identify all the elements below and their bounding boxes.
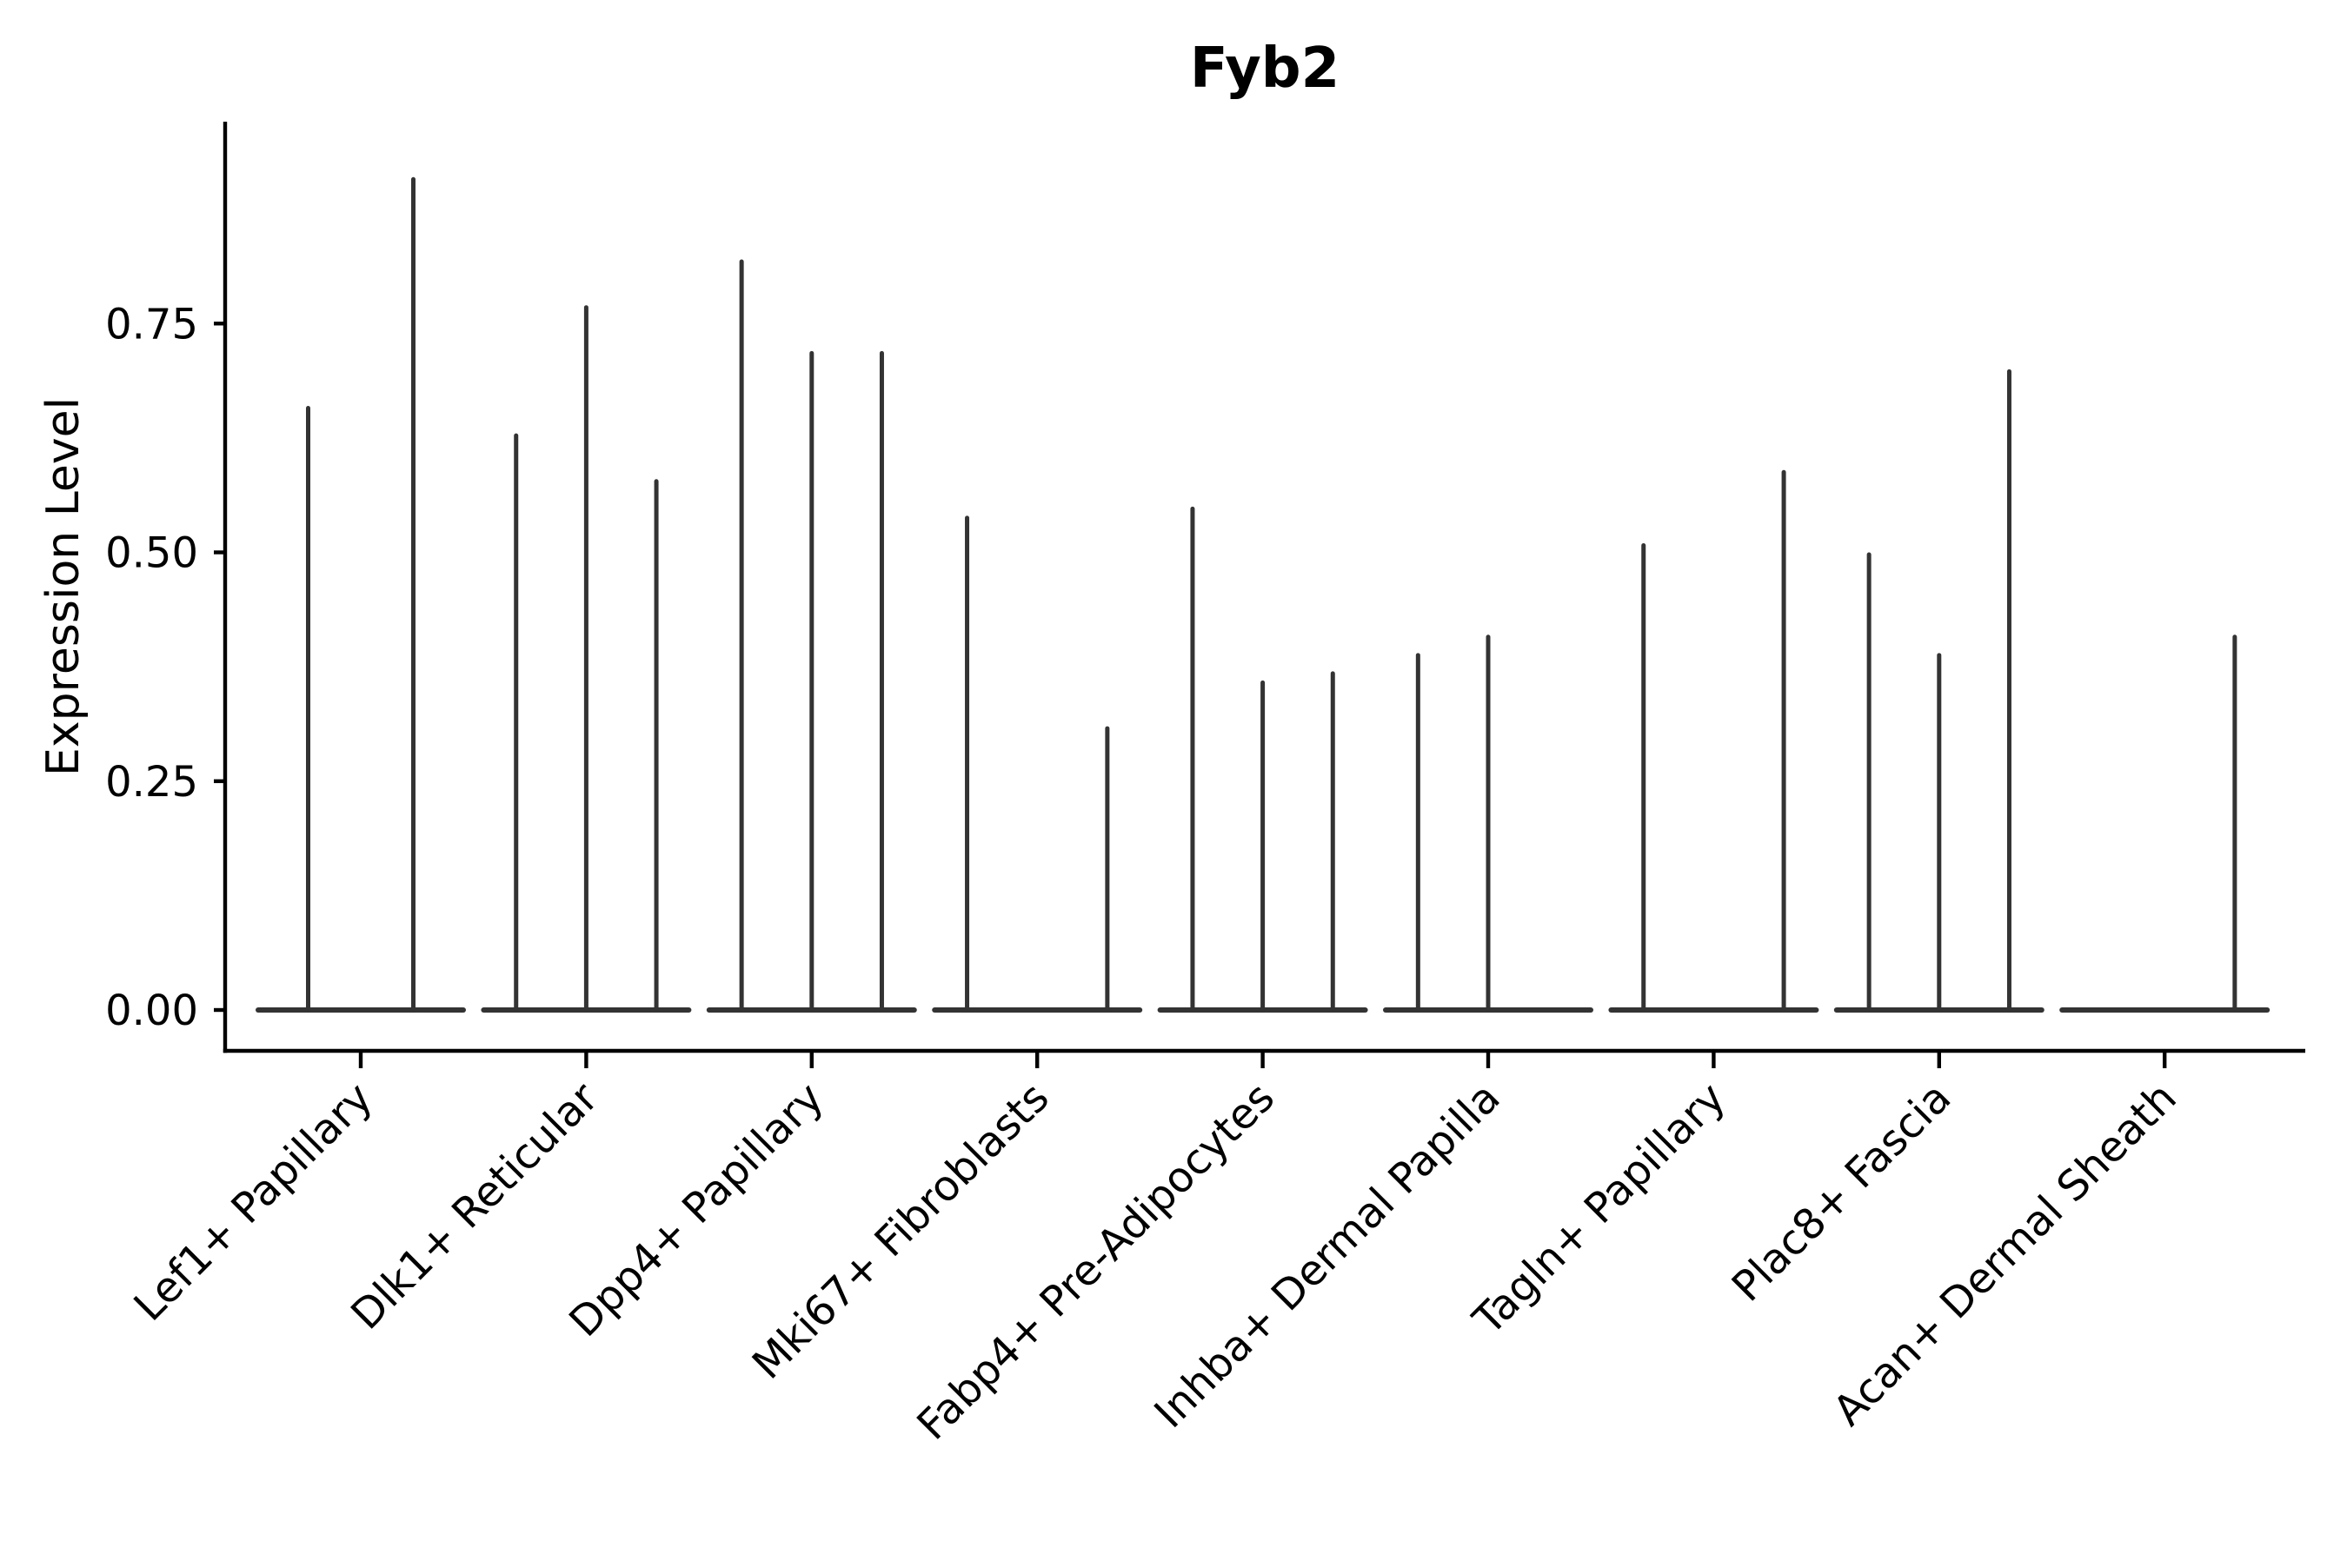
violin-spike-7-2 — [2006, 369, 2011, 1012]
violin-spike-5-1 — [1486, 635, 1491, 1012]
violin-spike-2-1 — [809, 350, 814, 1013]
violin-spike-8-0 — [2232, 635, 2237, 1012]
violin-spike-0-1 — [411, 176, 416, 1012]
violin-base-3 — [932, 1007, 1143, 1013]
violin-spike-2-2 — [879, 350, 884, 1013]
violin-spike-4-1 — [1260, 680, 1266, 1012]
x-category-label-6: Tagln+ Papillary — [1464, 1073, 1735, 1345]
violin-base-6 — [1608, 1007, 1819, 1013]
chart-title: Fyb2 — [1190, 37, 1340, 101]
y-tick-label-1: 0.25 — [105, 758, 198, 807]
violin-base-0 — [256, 1007, 466, 1013]
y-axis-label: Expression Level — [37, 397, 90, 776]
x-category-label-1: Dlk1+ Reticular — [342, 1073, 608, 1339]
violin-spike-4-2 — [1330, 671, 1335, 1012]
violin-spike-5-0 — [1415, 653, 1420, 1012]
violin-spike-2-0 — [739, 259, 744, 1012]
violin-spike-1-2 — [654, 479, 659, 1012]
violin-spike-7-0 — [1866, 552, 1872, 1012]
violin-spike-6-0 — [1641, 542, 1646, 1012]
violin-spike-3-1 — [1105, 726, 1110, 1012]
y-tick-label-3: 0.75 — [105, 300, 198, 349]
x-category-label-7: Plac8+ Fascia — [1723, 1073, 1961, 1312]
violin-spike-4-0 — [1190, 506, 1195, 1012]
violin-spike-6-1 — [1781, 469, 1786, 1012]
y-tick-label-0: 0.00 — [105, 987, 198, 1035]
x-category-label-0: Lef1+ Papillary — [125, 1073, 382, 1331]
y-tick-label-2: 0.50 — [105, 529, 198, 578]
violin-spike-0-0 — [306, 406, 310, 1012]
x-category-label-4: Fabp4+ Pre-Adipocytes — [908, 1073, 1284, 1450]
violin-base-8 — [2059, 1007, 2271, 1013]
violin-spike-1-0 — [514, 433, 519, 1012]
violin-spike-1-1 — [583, 305, 588, 1012]
violin-spike-3-0 — [965, 515, 970, 1012]
violin-spike-7-1 — [1937, 653, 1942, 1012]
